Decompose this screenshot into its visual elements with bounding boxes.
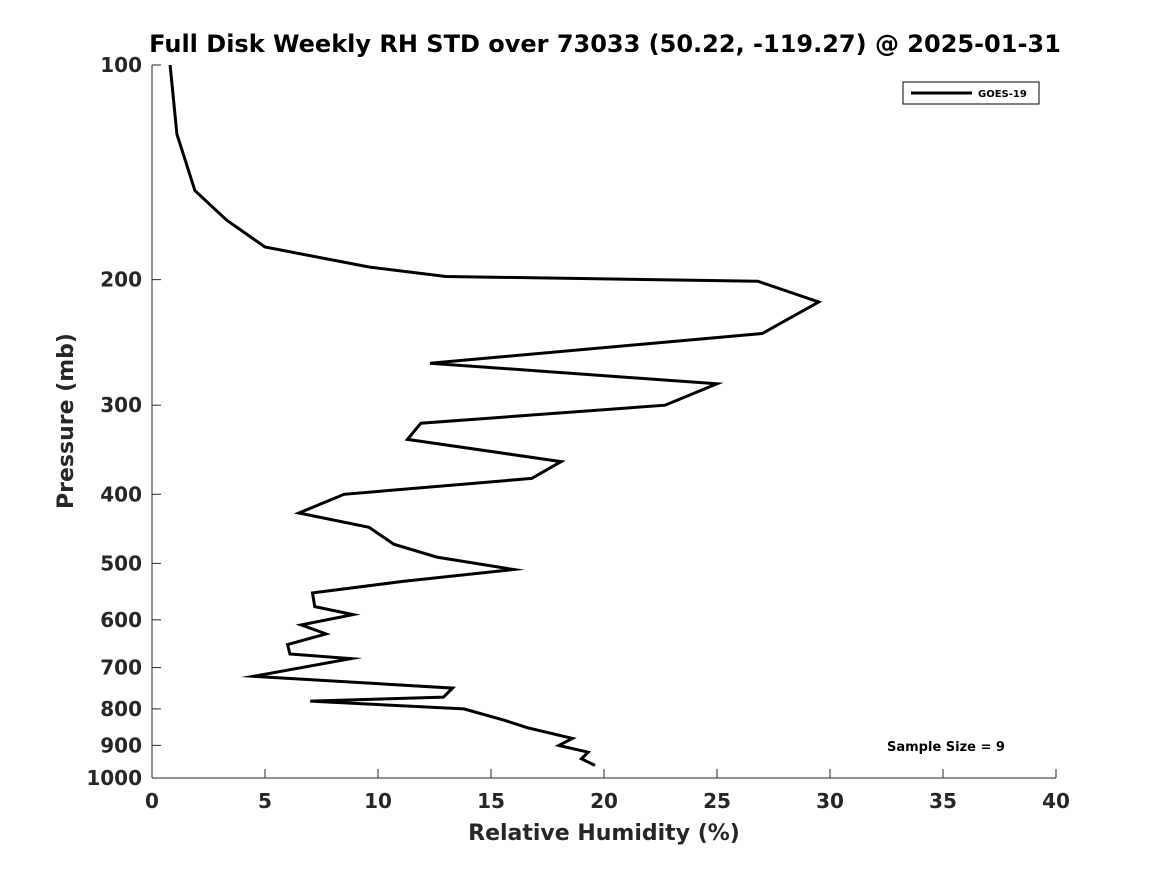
y-axis-label: Pressure (mb): [54, 333, 79, 509]
x-tick-label: 10: [364, 789, 392, 813]
x-tick-label: 20: [590, 789, 618, 813]
data-point: [442, 696, 445, 699]
data-point: [288, 653, 291, 656]
data-point: [309, 700, 312, 703]
x-tick-label: 5: [258, 789, 272, 813]
series-group: [168, 64, 823, 767]
y-axis-ticks: 100 200 300 400 500 600 700 800 900 1000: [86, 53, 161, 790]
data-point: [817, 301, 820, 304]
y-tick-label: 1000: [86, 766, 142, 790]
data-point: [512, 568, 515, 571]
data-point: [444, 275, 447, 278]
data-point: [169, 64, 172, 67]
sample-size-annotation: Sample Size = 9: [887, 740, 1005, 755]
data-point: [594, 764, 597, 767]
data-point: [580, 757, 583, 760]
data-point: [225, 219, 228, 222]
data-point: [451, 687, 454, 690]
data-point: [349, 657, 352, 660]
data-point: [311, 591, 314, 594]
data-point: [406, 438, 409, 441]
data-point: [264, 246, 267, 249]
data-point: [761, 332, 764, 335]
data-point: [462, 707, 465, 710]
y-tick-label: 900: [100, 733, 142, 757]
data-point: [300, 623, 303, 626]
data-point: [352, 613, 355, 616]
x-tick-label: 15: [477, 789, 505, 813]
data-point: [193, 189, 196, 192]
x-tick-label: 25: [703, 789, 731, 813]
data-point: [175, 133, 178, 136]
data-point: [557, 744, 560, 747]
x-tick-label: 35: [929, 789, 957, 813]
data-point: [503, 719, 506, 722]
x-tick-label: 30: [816, 789, 844, 813]
y-tick-label: 400: [100, 482, 142, 506]
y-tick-label: 600: [100, 608, 142, 632]
data-point: [368, 266, 371, 269]
y-tick-label: 300: [100, 393, 142, 417]
data-point: [286, 643, 289, 646]
data-point: [587, 751, 590, 754]
data-point: [325, 632, 328, 635]
y-tick-label: 500: [100, 551, 142, 575]
data-point: [756, 280, 759, 283]
chart-title: Full Disk Weekly RH STD over 73033 (50.2…: [149, 30, 1061, 58]
data-point: [664, 404, 667, 407]
y-tick-label: 100: [100, 53, 142, 77]
x-tick-label: 0: [145, 789, 159, 813]
data-point: [313, 605, 316, 608]
series-line-goes-19: [168, 64, 823, 767]
data-point: [571, 737, 574, 740]
data-point: [297, 512, 300, 515]
x-tick-label: 40: [1042, 789, 1070, 813]
data-point: [716, 382, 719, 385]
data-point: [435, 556, 438, 559]
data-point: [401, 580, 404, 583]
x-axis-label: Relative Humidity (%): [468, 821, 740, 846]
legend: GOES-19: [902, 81, 1040, 105]
data-point: [560, 460, 563, 463]
data-point: [526, 726, 529, 729]
data-point: [368, 526, 371, 529]
data-point: [252, 675, 255, 678]
data-point: [392, 543, 395, 546]
y-tick-label: 800: [100, 697, 142, 721]
data-point: [419, 422, 422, 425]
y-tick-label: 200: [100, 268, 142, 292]
data-point: [429, 362, 432, 365]
legend-label-goes-19: GOES-19: [978, 89, 1027, 100]
data-point: [530, 477, 533, 480]
x-axis-ticks: 0 5 10 15 20 25 30 35 40: [145, 769, 1070, 813]
data-point: [343, 493, 346, 496]
y-tick-label: 700: [100, 656, 142, 680]
